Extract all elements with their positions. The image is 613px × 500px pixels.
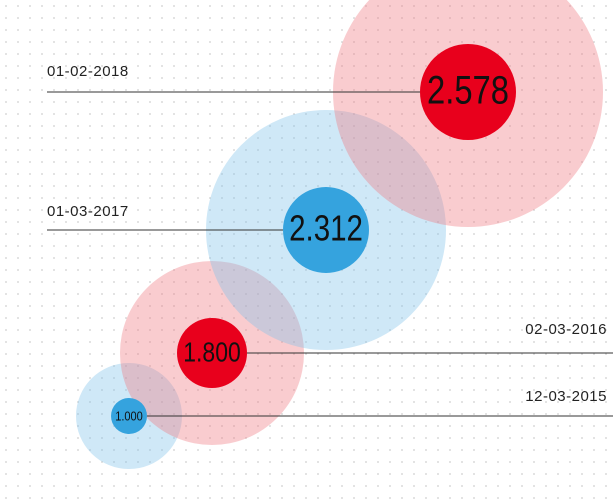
value-label: 2.312 — [289, 208, 363, 248]
date-label: 01-02-2018 — [47, 63, 129, 80]
date-label: 01-03-2017 — [47, 203, 129, 220]
value-bubble — [177, 318, 247, 388]
value-label: 1.800 — [183, 337, 240, 368]
date-label: 12-03-2015 — [525, 388, 607, 405]
value-bubble — [111, 398, 147, 434]
value-label: 1.000 — [115, 409, 143, 424]
date-label: 02-03-2016 — [525, 321, 607, 338]
value-bubble — [420, 44, 516, 140]
value-label: 2.578 — [427, 67, 509, 112]
value-bubble — [283, 187, 369, 273]
